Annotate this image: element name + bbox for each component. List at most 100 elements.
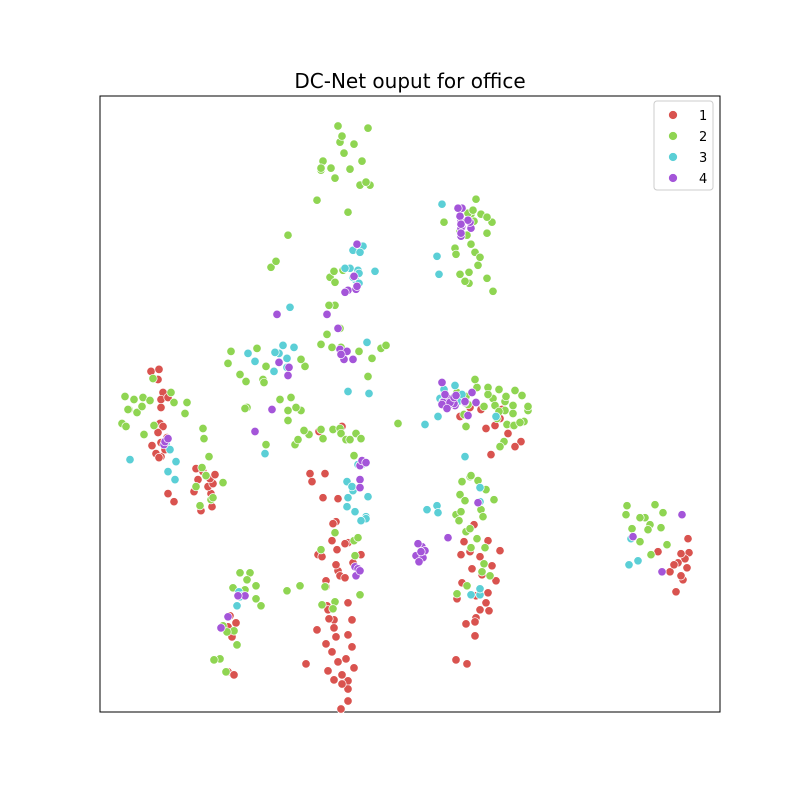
data-point-series-1 <box>495 546 505 556</box>
data-point-series-1 <box>671 587 681 597</box>
data-point-series-4 <box>284 362 294 372</box>
data-point-series-1 <box>347 642 357 652</box>
legend-label-3: 3 <box>699 151 707 166</box>
data-point-series-2 <box>350 551 360 561</box>
data-point-series-4 <box>463 410 473 421</box>
data-point-series-2 <box>312 195 322 205</box>
data-point-series-4 <box>416 547 426 557</box>
data-point-series-3 <box>171 457 181 467</box>
data-point-series-2 <box>656 523 666 533</box>
legend-label-4: 4 <box>699 172 707 187</box>
data-point-series-2 <box>363 123 373 133</box>
data-point-series-2 <box>357 156 367 166</box>
data-point-series-2 <box>235 568 245 578</box>
data-point-series-4 <box>473 498 483 508</box>
data-point-series-1 <box>328 519 338 529</box>
data-point-series-2 <box>324 300 334 310</box>
data-point-series-2 <box>145 395 155 406</box>
legend-marker-2 <box>668 131 678 141</box>
data-point-series-2 <box>472 534 482 544</box>
data-point-series-1 <box>331 560 341 570</box>
data-point-series-1 <box>327 536 337 546</box>
data-point-series-2 <box>349 451 359 461</box>
data-point-series-1 <box>347 615 357 625</box>
data-point-series-4 <box>223 612 233 622</box>
data-point-series-1 <box>312 625 322 635</box>
data-point-series-2 <box>223 358 233 368</box>
data-point-series-2 <box>508 400 518 411</box>
data-point-series-2 <box>515 417 525 428</box>
data-point-series-1 <box>332 545 342 555</box>
data-point-series-2 <box>330 277 340 287</box>
data-point-series-3 <box>270 347 280 357</box>
data-point-series-4 <box>471 397 481 408</box>
data-point-series-1 <box>470 631 480 641</box>
data-point-series-4 <box>443 533 453 543</box>
data-point-series-2 <box>439 217 449 227</box>
data-point-series-2 <box>461 421 471 432</box>
data-point-series-2 <box>452 589 462 599</box>
data-point-series-2 <box>166 387 176 398</box>
data-point-series-2 <box>295 581 305 591</box>
data-point-series-2 <box>650 500 660 510</box>
data-point-series-2 <box>235 369 245 380</box>
data-point-series-2 <box>488 286 498 296</box>
data-point-series-1 <box>470 617 480 627</box>
data-point-series-2 <box>367 353 377 363</box>
plot-frame <box>99 95 721 713</box>
data-point-series-3 <box>355 247 365 257</box>
data-point-series-4 <box>414 557 424 567</box>
data-point-series-3 <box>232 601 242 611</box>
data-point-series-3 <box>437 199 447 209</box>
data-point-series-4 <box>322 309 332 319</box>
data-point-series-1 <box>516 437 526 447</box>
data-point-series-1 <box>305 469 315 479</box>
data-point-series-2 <box>353 533 363 543</box>
data-point-series-2 <box>282 586 292 596</box>
data-point-series-1 <box>481 423 491 434</box>
data-point-series-2 <box>643 525 653 535</box>
data-point-series-4 <box>336 349 346 359</box>
data-point-series-2 <box>242 575 252 585</box>
data-point-series-3 <box>624 560 634 570</box>
data-point-series-2 <box>251 594 261 604</box>
data-point-series-3 <box>491 411 501 422</box>
data-point-series-2 <box>621 510 631 520</box>
data-point-series-1 <box>487 561 497 571</box>
data-point-series-2 <box>329 266 339 276</box>
data-point-series-4 <box>440 389 450 400</box>
data-point-series-2 <box>345 164 355 174</box>
data-point-series-2 <box>622 501 632 511</box>
data-point-series-1 <box>343 696 353 706</box>
data-point-series-2 <box>123 404 133 415</box>
data-point-series-2 <box>261 361 271 371</box>
data-point-series-2 <box>336 428 346 439</box>
data-point-series-2 <box>363 371 373 382</box>
data-point-series-2 <box>451 249 461 259</box>
data-point-series-2 <box>462 581 472 591</box>
data-point-series-2 <box>662 540 672 550</box>
data-point-series-3 <box>370 266 380 276</box>
data-point-series-2 <box>482 273 492 283</box>
data-point-series-2 <box>316 424 326 435</box>
data-point-series-3 <box>432 251 442 261</box>
data-point-series-1 <box>475 552 485 562</box>
data-point-series-2 <box>326 163 336 173</box>
data-point-series-2 <box>510 385 520 396</box>
data-point-series-1 <box>510 442 520 452</box>
data-point-series-2 <box>466 471 476 481</box>
data-point-series-1 <box>683 534 693 544</box>
data-point-series-2 <box>204 452 214 462</box>
data-point-series-2 <box>197 463 207 473</box>
data-point-series-4 <box>657 567 667 577</box>
data-point-series-2 <box>455 269 465 279</box>
data-point-series-4 <box>340 287 350 297</box>
data-point-series-2 <box>148 373 158 384</box>
data-point-series-4 <box>677 510 687 520</box>
data-point-series-1 <box>340 539 350 549</box>
data-point-series-2 <box>337 131 347 141</box>
data-point-series-2 <box>283 415 293 426</box>
data-point-series-2 <box>479 401 489 412</box>
data-point-series-2 <box>489 495 499 505</box>
data-point-series-2 <box>169 397 179 408</box>
